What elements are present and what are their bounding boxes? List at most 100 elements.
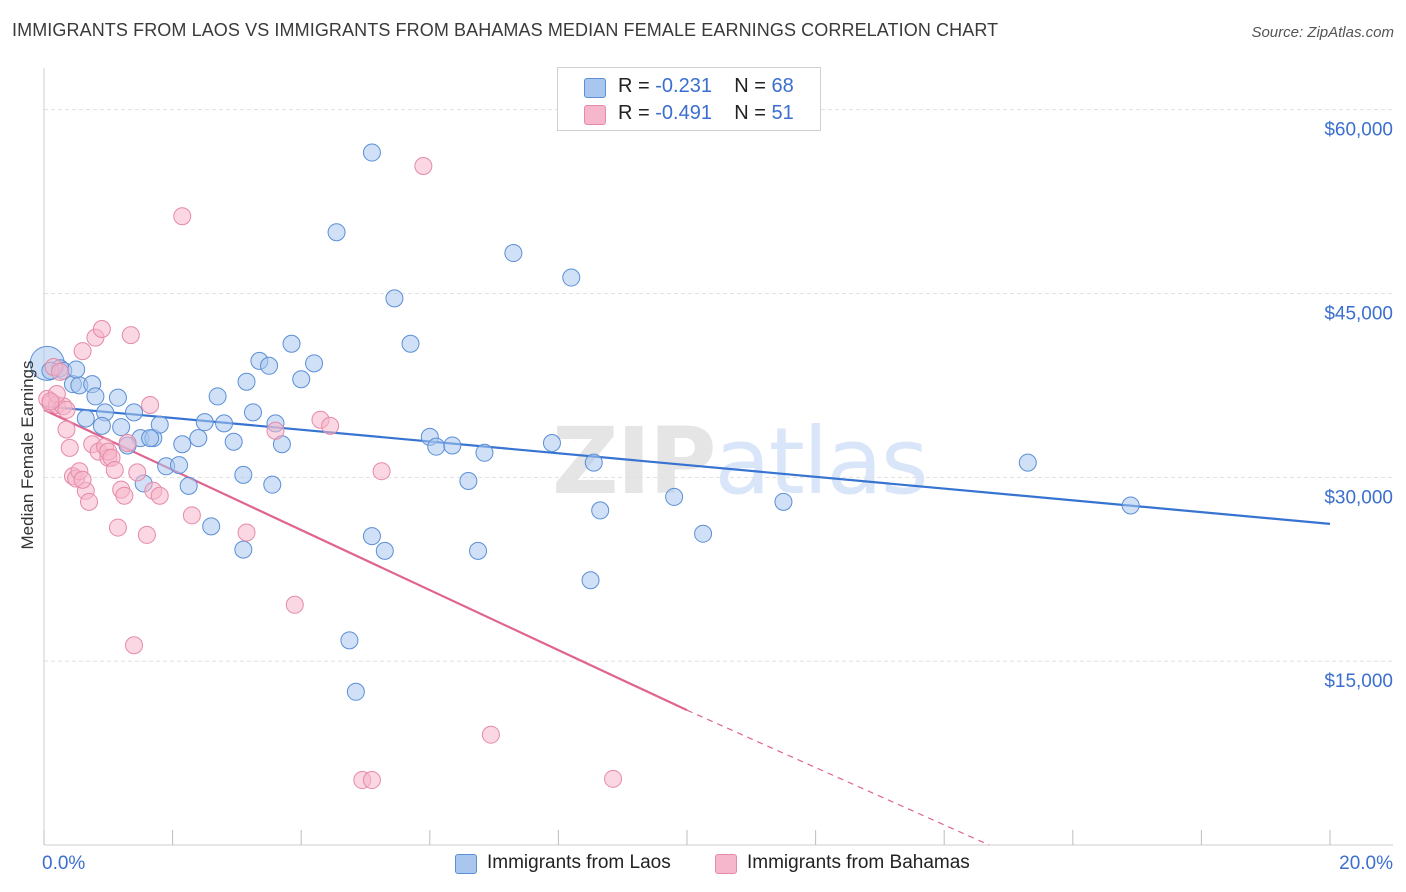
laos-point (243, 403, 262, 422)
laos-point (215, 414, 234, 433)
bottom-legend-laos-label: Immigrants from Laos (487, 852, 671, 873)
bahamas-point (73, 470, 92, 489)
bahamas-point (137, 525, 156, 544)
bahamas-point (105, 460, 124, 479)
watermark-zip: ZIP (552, 408, 716, 515)
laos-point (67, 360, 86, 379)
laos-r-value: -0.231 (655, 75, 712, 97)
laos-point (112, 418, 131, 437)
laos-point (282, 334, 301, 353)
legend-row-laos: R = -0.231 N = 68 (558, 74, 820, 100)
bahamas-point (182, 506, 201, 525)
bahamas-point (60, 438, 79, 457)
bahamas-point (141, 396, 160, 415)
bahamas-point (414, 157, 433, 176)
laos-point (260, 356, 279, 375)
y-tick-label: $45,000 (1324, 303, 1393, 324)
laos-point (234, 465, 253, 484)
x-tick-label: 20.0% (1339, 853, 1393, 874)
source-credit: Source: ZipAtlas.com (1251, 24, 1394, 41)
bahamas-stats: R = -0.491 N = 51 (618, 102, 794, 125)
bahamas-point (80, 492, 99, 511)
laos-stats: R = -0.231 N = 68 (618, 75, 794, 98)
laos-swatch (584, 78, 606, 98)
laos-point (305, 354, 324, 373)
laos-point (327, 223, 346, 242)
bahamas-point (92, 320, 111, 339)
bahamas-point (121, 326, 140, 345)
laos-point (237, 372, 256, 391)
laos-point (459, 471, 478, 490)
laos-point (362, 527, 381, 546)
bahamas-r-label: R = (618, 102, 656, 124)
laos-point (76, 409, 95, 428)
bahamas-point (173, 207, 192, 226)
bahamas-n-value: 51 (771, 102, 794, 124)
laos-point (141, 429, 160, 448)
bahamas-point (285, 595, 304, 614)
laos-point (774, 492, 793, 511)
bahamas-point (57, 400, 76, 419)
y-tick-label: $60,000 (1324, 120, 1393, 141)
laos-trend-line (43, 405, 1331, 525)
laos-point (208, 387, 227, 406)
laos-point (375, 541, 394, 560)
bahamas-point (118, 434, 137, 453)
trend-lines (43, 405, 1331, 846)
bahamas-point (321, 416, 340, 435)
axes (43, 68, 1393, 846)
bahamas-point (128, 463, 147, 482)
laos-point (195, 413, 214, 432)
laos-point (234, 540, 253, 559)
tick-labels: $15,000 $30,000 $45,000 $60,000 0.0% 20.0% (42, 120, 1393, 874)
bahamas-point (604, 769, 623, 788)
y-tick-label: $30,000 (1324, 487, 1393, 508)
bahamas-point (115, 486, 134, 505)
laos-point (224, 432, 243, 451)
laos-point (591, 501, 610, 520)
laos-point (92, 416, 111, 435)
watermark-atlas: atlas (714, 408, 928, 515)
laos-point (385, 289, 404, 308)
bahamas-point (150, 486, 169, 505)
bottom-legend-bahamas-label: Immigrants from Bahamas (747, 852, 970, 873)
laos-point (189, 429, 208, 448)
bahamas-point (125, 636, 144, 655)
laos-point (581, 571, 600, 590)
chart-title: IMMIGRANTS FROM LAOS VS IMMIGRANTS FROM … (12, 20, 999, 40)
y-tick-label: $15,000 (1324, 671, 1393, 692)
laos-n-label: N = (734, 75, 772, 97)
bahamas-point (372, 462, 391, 481)
stats-legend: R = -0.231 N = 68 R = -0.491 N = 51 (557, 67, 821, 131)
legend-row-bahamas: R = -0.491 N = 51 (558, 101, 820, 127)
bahamas-point (51, 362, 70, 381)
laos-point (173, 435, 192, 454)
watermark: ZIPatlas (552, 408, 929, 515)
laos-point (170, 456, 189, 475)
laos-point (584, 453, 603, 472)
laos-point (469, 541, 488, 560)
laos-point (340, 631, 359, 650)
bahamas-point (108, 518, 127, 537)
bahamas-trend-line (43, 408, 688, 712)
laos-point (150, 415, 169, 434)
bottom-legend-laos-swatch (455, 854, 477, 874)
laos-point (346, 682, 365, 701)
data-points (29, 143, 1140, 790)
laos-n-value: 68 (771, 75, 794, 97)
y-axis-title: Median Female Earnings (18, 361, 37, 550)
laos-point (125, 403, 144, 422)
bahamas-point (41, 392, 60, 411)
bahamas-n-label: N = (734, 102, 772, 124)
laos-point (108, 388, 127, 407)
bahamas-point (362, 771, 381, 790)
laos-point (86, 387, 105, 406)
bahamas-point (237, 523, 256, 542)
laos-point (562, 268, 581, 287)
laos-point (202, 517, 221, 536)
laos-point (292, 370, 311, 389)
laos-point (401, 334, 420, 353)
laos-point (179, 476, 198, 495)
laos-point (443, 436, 462, 455)
